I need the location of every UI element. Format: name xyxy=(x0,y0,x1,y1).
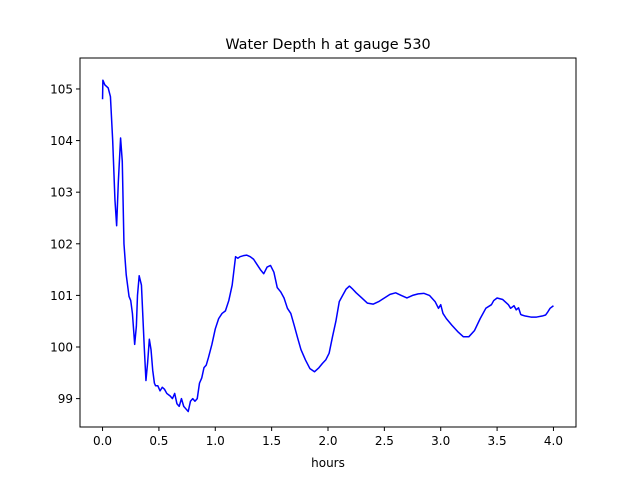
y-tick-label: 104 xyxy=(50,134,73,148)
series-layer xyxy=(101,79,554,413)
x-axis-label: hours xyxy=(311,456,345,470)
x-tick-label: 0.5 xyxy=(149,434,168,448)
x-tick-label: 2.5 xyxy=(375,434,394,448)
y-tick-label: 100 xyxy=(50,341,73,355)
x-tick-label: 0.0 xyxy=(93,434,112,448)
y-axis: 99 100 101 102 103 104 105 xyxy=(50,82,80,406)
chart-title: Water Depth h at gauge 530 xyxy=(225,37,430,53)
y-tick-label: 105 xyxy=(50,82,73,96)
x-tick-label: 3.0 xyxy=(431,434,450,448)
series-line-0 xyxy=(101,79,554,413)
x-axis: 0.0 0.5 1.0 1.5 2.0 2.5 3.0 3.5 4.0 xyxy=(93,427,563,448)
y-tick-label: 103 xyxy=(50,186,73,200)
x-tick-label: 4.0 xyxy=(544,434,563,448)
y-tick-label: 99 xyxy=(58,392,73,406)
x-tick-label: 3.5 xyxy=(488,434,507,448)
x-tick-label: 1.0 xyxy=(206,434,225,448)
y-tick-label: 102 xyxy=(50,237,73,251)
x-tick-label: 1.5 xyxy=(262,434,281,448)
x-tick-label: 2.0 xyxy=(318,434,337,448)
y-tick-label: 101 xyxy=(50,289,73,303)
